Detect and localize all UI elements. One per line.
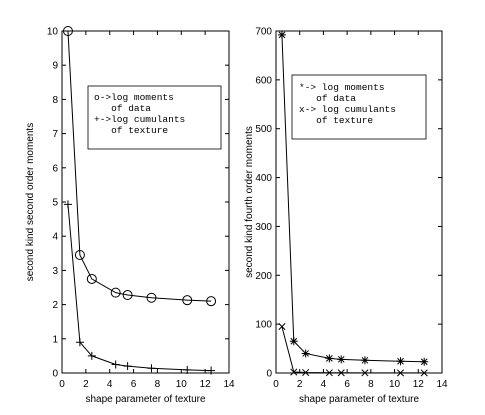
right-x-marker	[325, 369, 333, 377]
left-circle-marker	[206, 296, 217, 307]
right-legend-line-2: of data	[299, 93, 356, 104]
left-plus-marker	[123, 362, 132, 371]
left-legend-line-3: +->log cumulants	[94, 114, 185, 125]
right-x-axis-label: shape parameter of texture	[299, 394, 420, 405]
left-y-tick-label: 1	[52, 334, 58, 345]
right-x-tick-label: 12	[413, 379, 425, 390]
right-x-tick-label: 0	[273, 379, 279, 390]
right-x-marker	[337, 369, 345, 377]
right-asterisk-marker	[360, 356, 369, 365]
right-y-tick-label: 300	[255, 222, 272, 233]
right-y-tick-label: 500	[255, 124, 272, 135]
left-plus-marker	[147, 364, 156, 373]
right-x-tick-label: 10	[389, 379, 401, 390]
left-y-tick-label: 7	[52, 129, 58, 140]
right-y-tick-label: 700	[255, 27, 272, 38]
left-legend-box	[87, 85, 222, 150]
left-plot-frame	[61, 30, 230, 374]
left-x-tick-label: 4	[107, 379, 113, 390]
left-legend: o->log moments of data +->log cumulants …	[94, 92, 185, 136]
right-x-marker	[361, 369, 369, 377]
left-plus-marker	[183, 365, 192, 374]
right-asterisk-marker	[420, 357, 429, 366]
right-x-tick-label: 8	[368, 379, 374, 390]
right-y-tick-label: 0	[266, 369, 272, 380]
right-asterisk-marker	[277, 30, 286, 39]
right-asterisk-marker	[325, 354, 334, 363]
right-x-tick-label: 14	[436, 379, 448, 390]
left-legend-line-4: of texture	[94, 125, 168, 136]
right-x-tick-label: 4	[321, 379, 327, 390]
left-plus-marker	[207, 366, 216, 375]
left-y-tick-label: 5	[52, 198, 58, 209]
right-y-tick-label: 600	[255, 75, 272, 86]
left-y-tick-label: 10	[47, 27, 59, 38]
right-asterisk-marker	[396, 357, 405, 366]
right-x-marker	[302, 368, 310, 377]
left-x-tick-label: 8	[155, 379, 161, 390]
left-y-tick-label: 0	[52, 369, 58, 380]
left-legend-line-2: of data	[94, 103, 151, 114]
right-series-markers	[277, 30, 429, 377]
left-x-tick-label: 10	[176, 379, 188, 390]
right-legend-box	[291, 74, 427, 140]
left-x-axis-label: shape parameter of texture	[85, 394, 206, 405]
right-y-tick-label: 200	[255, 271, 272, 282]
right-legend-line-1: *-> log moments	[299, 82, 385, 93]
left-circle-marker	[74, 250, 85, 261]
right-x-tick-label: 2	[297, 379, 303, 390]
right-asterisk-marker	[301, 349, 310, 358]
left-x-tick-label: 14	[223, 379, 235, 390]
right-asterisk-marker	[289, 337, 298, 346]
left-series-markers	[62, 26, 217, 375]
right-x-tick-label: 6	[344, 379, 350, 390]
left-y-tick-label: 2	[52, 300, 58, 311]
right-x-marker	[396, 369, 405, 377]
left-legend-line-1: o->log moments	[94, 92, 174, 103]
left-series-2-line	[67, 204, 212, 372]
left-series-lines	[67, 30, 212, 372]
left-plus-marker	[111, 360, 120, 369]
left-plus-marker	[63, 200, 72, 209]
right-legend-line-3: x-> log cumulants	[299, 104, 396, 115]
right-legend-line-4: of texture	[299, 115, 373, 126]
left-y-tick-label: 9	[52, 61, 58, 72]
right-asterisk-marker	[337, 355, 346, 364]
right-legend: *-> log moments of data x-> log cumulant…	[299, 82, 396, 126]
left-x-tick-label: 0	[59, 379, 65, 390]
left-circle-marker	[122, 290, 133, 301]
left-circle-marker	[110, 287, 121, 298]
left-y-tick-label: 3	[52, 266, 58, 277]
right-x-marker	[278, 323, 286, 331]
left-plus-marker	[87, 351, 96, 360]
left-x-tick-label: 12	[200, 379, 212, 390]
left-circle-marker	[146, 292, 157, 303]
right-axes: 0 2 4 6 8 10 12 14 0 100 200 300 400 500 600 700	[255, 27, 448, 391]
left-series-1-line	[67, 30, 212, 302]
left-x-tick-label: 6	[131, 379, 137, 390]
left-circle-marker	[182, 295, 193, 306]
left-plus-marker	[75, 338, 84, 347]
left-x-tick-label: 2	[83, 379, 89, 390]
right-x-marker	[420, 369, 428, 377]
right-chart-panel: 0 2 4 6 8 10 12 14 0 100 200 300 400 500 600 700 shape …	[244, 27, 448, 406]
right-series-2-line	[281, 326, 425, 374]
right-y-tick-label: 400	[255, 173, 272, 184]
left-y-tick-label: 4	[52, 232, 58, 243]
left-y-axis-label: second kind second order moments	[25, 123, 36, 281]
left-circle-marker	[62, 26, 73, 36]
left-y-tick-label: 6	[52, 163, 58, 174]
left-circle-marker	[86, 273, 97, 284]
right-y-tick-label: 100	[255, 320, 272, 331]
left-y-tick-label: 8	[52, 95, 58, 106]
right-x-marker	[290, 368, 298, 376]
right-y-axis-label: second kind fourth order moments	[244, 126, 255, 278]
